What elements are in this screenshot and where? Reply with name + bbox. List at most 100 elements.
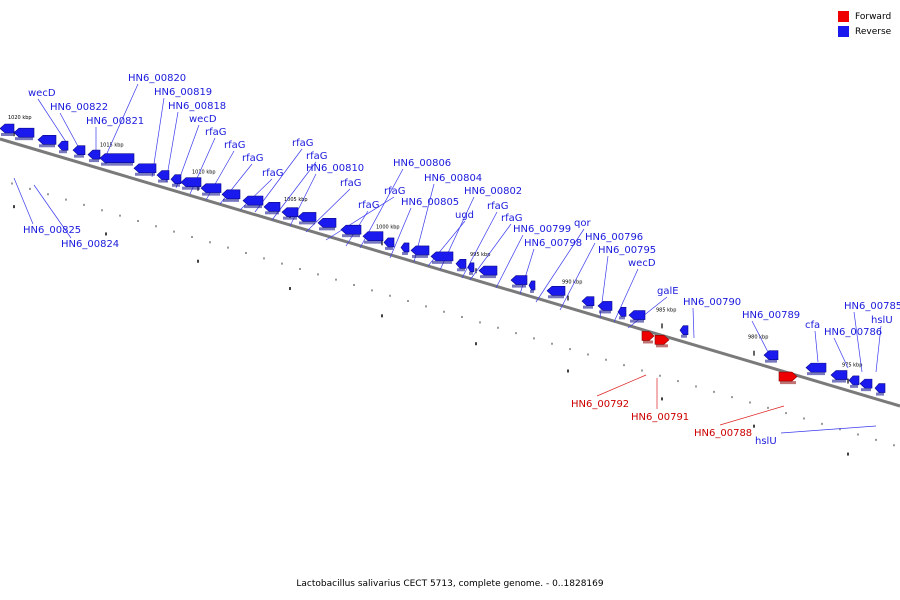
reverse-gene: [221, 189, 241, 200]
reverse-gene-label: HN6_00825: [23, 225, 81, 236]
leader-line: [833, 337, 849, 369]
reverse-gene-shadow: [135, 172, 155, 176]
scale-label: 995 kbp: [470, 252, 490, 258]
leader-line: [13, 177, 34, 225]
reverse-gene-shadow: [765, 359, 777, 363]
reverse-gene: [180, 177, 202, 187]
leader-line: [780, 425, 877, 434]
reverse-gene-shadow: [876, 392, 884, 396]
reverse-gene: [510, 275, 528, 285]
reverse-gene: [679, 325, 689, 336]
reverse-gene-shadow: [432, 260, 452, 264]
reverse-gene-label: HN6_00789: [742, 310, 800, 321]
reverse-gene: [0, 123, 15, 134]
reverse-gene-shadow: [402, 251, 408, 255]
reverse-gene-label: HN6_00785: [844, 301, 900, 312]
reverse-gene-label: qor: [574, 218, 591, 229]
reverse-gene-shadow: [850, 384, 858, 388]
reverse-gene-label: wecD: [628, 258, 656, 269]
reverse-gene-shadow: [283, 216, 297, 220]
reverse-gene: [400, 242, 410, 253]
reverse-gene-label: rfaG: [242, 153, 264, 164]
scale-labels: 1020 kbp 1015 kbp 1010 kbp 1005 kbp 1000 kbp…: [8, 115, 862, 368]
reverse-gene-shadow: [101, 162, 133, 166]
reverse-gene-shadow: [861, 388, 871, 392]
reverse-gene-label: cfa: [805, 320, 820, 331]
reverse-gene-label: HN6_00795: [598, 245, 656, 256]
legend: Forward Reverse: [838, 9, 891, 39]
reverse-gene: [362, 231, 384, 241]
reverse-gene-label: rfaG: [262, 168, 284, 179]
leader-line: [59, 112, 81, 151]
scale-label: 1000 kbp: [376, 224, 400, 230]
leader-line: [853, 311, 863, 373]
reverse-gene-label: HN6_00824: [61, 239, 119, 250]
reverse-gene-label: ugd: [455, 210, 474, 221]
reverse-gene-label: HN6_00818: [168, 101, 226, 112]
reverse-gene-shadow: [412, 254, 428, 258]
reverse-gene-shadow: [74, 154, 84, 158]
reverse-gene-label: rfaG: [205, 127, 227, 138]
forward-gene: [654, 335, 670, 345]
leader-line: [239, 178, 273, 211]
reverse-gene-label: wecD: [189, 114, 217, 125]
reverse-gene: [99, 153, 135, 163]
reverse-gene: [455, 258, 467, 269]
reverse-gene: [383, 237, 395, 248]
reverse-gene: [156, 170, 170, 180]
map-caption: Lactobacillus salivarius CECT 5713, comp…: [296, 579, 604, 589]
reverse-gene-shadow: [39, 144, 55, 148]
reverse-gene: [628, 310, 646, 320]
reverse-gene: [528, 280, 536, 291]
leader-line: [469, 223, 512, 281]
scale-label: 1005 kbp: [284, 197, 308, 203]
reverse-gene-shadow: [265, 211, 279, 215]
legend-forward: Forward: [838, 9, 891, 24]
genome-backbone: [0, 137, 900, 408]
reverse-gene-shadow: [299, 221, 315, 225]
leader-line: [613, 268, 639, 323]
scale-ticks: [11, 131, 895, 456]
reverse-gene: [72, 145, 86, 155]
reverse-gene-shadow: [832, 379, 846, 383]
reverse-gene-shadow: [583, 305, 593, 309]
reverse-gene: [37, 134, 57, 145]
reverse-gene: [281, 207, 299, 217]
reverse-gene-shadow: [342, 234, 360, 238]
reverse-gene-shadow: [172, 183, 180, 187]
reverse-gene-shadow: [158, 179, 168, 183]
leader-line: [692, 307, 695, 339]
reverse-gene-label: HN6_00806: [393, 158, 451, 169]
reverse-gene: [597, 301, 613, 311]
reverse-gene-label: rfaG: [340, 178, 362, 189]
scale-label: 975 kbp: [842, 363, 862, 369]
reverse-gene-label: HN6_00820: [128, 73, 186, 84]
reverse-gene-shadow: [457, 268, 465, 272]
reverse-gene-label: hslU: [871, 315, 893, 326]
reverse-gene-shadow: [681, 334, 687, 338]
gene-features: [0, 123, 886, 396]
reverse-gene-shadow: [548, 295, 564, 299]
reverse-gene-label: HN6_00821: [86, 116, 144, 127]
reverse-gene: [848, 375, 860, 386]
leader-line: [103, 83, 139, 161]
reverse-gene: [340, 224, 362, 235]
reverse-gene-label: HN6_00796: [585, 232, 643, 243]
reverse-gene-shadow: [480, 275, 496, 279]
reverse-gene-label: HN6_00810: [306, 163, 364, 174]
reverse-gene: [297, 212, 317, 222]
reverse-gene-label: HN6_00798: [524, 238, 582, 249]
legend-forward-label: Forward: [855, 11, 892, 22]
reverse-swatch: [838, 26, 849, 37]
forward-gene: [641, 331, 655, 341]
leader-line: [305, 188, 351, 233]
reverse-gene-label: HN6_00790: [683, 297, 741, 308]
leader-line: [495, 234, 524, 289]
reverse-gene: [13, 127, 35, 138]
reverse-gene: [467, 262, 475, 273]
forward-gene-label: HN6_00791: [631, 412, 689, 423]
legend-reverse-label: Reverse: [855, 26, 892, 37]
reverse-gene-label: HN6_00804: [424, 173, 482, 184]
reverse-gene: [200, 183, 222, 193]
